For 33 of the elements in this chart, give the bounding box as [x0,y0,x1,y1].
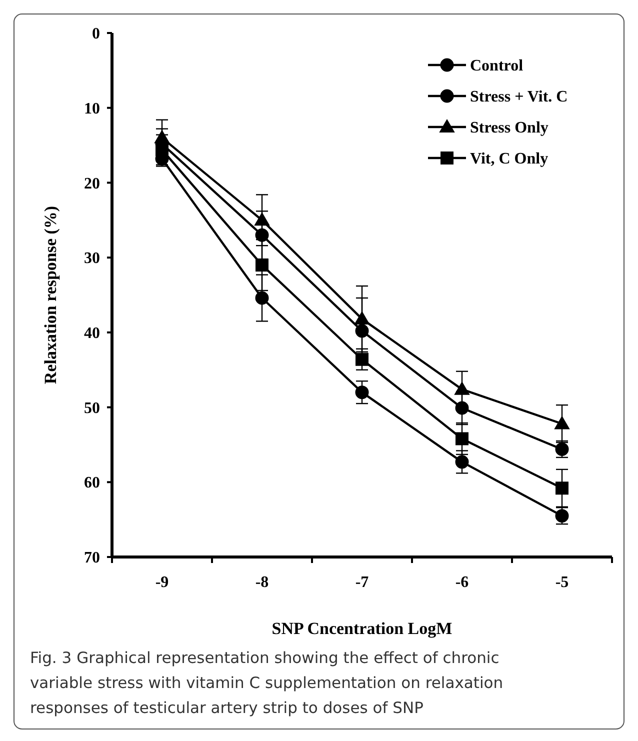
point [455,455,469,469]
point [354,311,370,324]
point [255,291,269,305]
point [256,258,268,272]
point [554,416,570,430]
x-tick-label: -8 [255,574,269,591]
point [255,228,269,242]
point [355,324,369,338]
point [355,386,369,400]
y-tick-label: 70 [84,550,100,567]
y-tick-label: 30 [84,250,100,268]
point [556,482,568,495]
x-tick-label: -9 [155,574,169,591]
point [455,401,469,415]
x-axis-title: SNP Cncentration LogM [272,619,452,638]
y-tick-label: 60 [84,474,100,492]
legend-label: Vit, C Only [470,150,548,168]
legend-label: Control [470,58,524,75]
y-tick-label: 50 [84,400,100,417]
point [456,432,468,446]
x-tick-label: -6 [455,574,469,591]
y-tick-label: 20 [84,175,100,192]
caption: Fig. 3 Graphical representation showing the effect of chronic variable stress with vitamin C supplementation on relaxation responses of testicular artery strip to doses of SNP [30,649,504,717]
y-tick-label: 10 [84,100,100,118]
x-tick-label: -7 [355,574,369,591]
y-axis-title: Relaxation response (%) [41,206,60,384]
legend-label: Stress Only [470,120,548,137]
point [254,212,270,226]
y-tick-label: 0 [92,26,100,43]
y-tick-label: 40 [84,325,100,342]
legend-label: Stress + Vit. C [470,88,568,106]
point [454,382,470,395]
x-tick-label: -5 [555,574,569,591]
